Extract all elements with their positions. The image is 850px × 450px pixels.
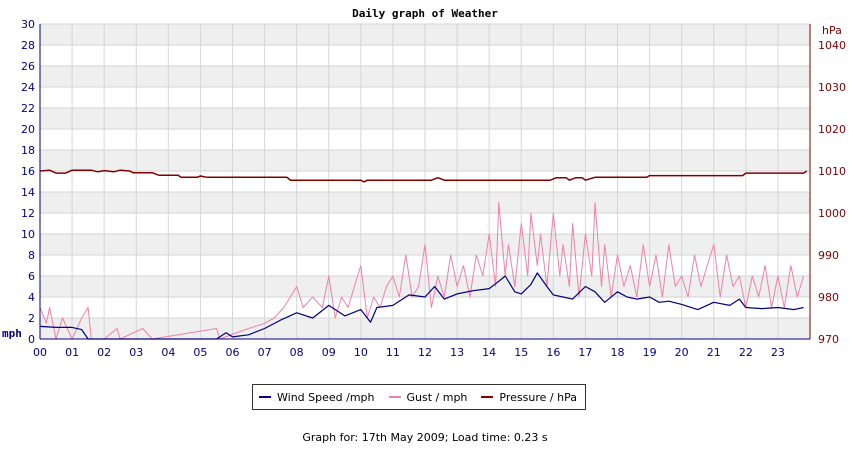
x-tick-label: 18 (611, 346, 625, 359)
x-tick-label: 01 (65, 346, 79, 359)
y-left-tick-label: 28 (21, 39, 35, 52)
y-right-tick-label: 1030 (818, 81, 846, 94)
chart-legend: Wind Speed /mph Gust / mph Pressure / hP… (252, 384, 586, 410)
y-left-tick-label: 10 (21, 228, 35, 241)
legend-label-wind-speed: Wind Speed /mph (277, 390, 375, 404)
y-left-tick-label: 20 (21, 123, 35, 136)
y-left-tick-label: 8 (28, 249, 35, 262)
legend-item-wind-speed: Wind Speed /mph (259, 391, 375, 404)
legend-label-gust: Gust / mph (406, 390, 468, 404)
footer-status: Graph for: 17th May 2009; Load time: 0.2… (302, 431, 548, 444)
series-line (39, 272, 804, 340)
x-tick-label: 10 (354, 346, 368, 359)
y-right-tick-label: 1040 (818, 39, 846, 52)
wind-speed-series (39, 272, 804, 340)
chart-title: Daily graph of Weather (352, 7, 498, 20)
y-left-tick-label: 16 (21, 165, 35, 178)
legend-item-gust: Gust / mph (388, 390, 468, 404)
x-tick-label: 19 (643, 346, 657, 359)
x-tick-label: 03 (129, 346, 143, 359)
x-tick-label: 17 (578, 346, 592, 359)
x-tick-label: 15 (514, 346, 528, 359)
y-left-tick-label: 14 (21, 186, 35, 199)
y-right-tick-label: 980 (818, 291, 839, 304)
x-tick-label: 22 (739, 346, 753, 359)
gust-series (39, 202, 805, 340)
y-axis-right-unit: hPa (822, 24, 842, 37)
y-left-tick-label: 30 (21, 18, 35, 31)
pressure-series (39, 169, 808, 183)
y-right-tick-label: 1020 (818, 123, 846, 136)
y-axis-left-unit: mph (2, 327, 22, 340)
x-tick-label: 16 (546, 346, 560, 359)
axes (39, 24, 811, 340)
series-line (39, 202, 805, 340)
y-left-tick-label: 6 (28, 270, 35, 283)
x-tick-label: 08 (290, 346, 304, 359)
x-tick-label: 00 (33, 346, 47, 359)
legend-label-pressure: Pressure / hPa (499, 390, 577, 404)
y-right-tick-label: 1010 (818, 165, 846, 178)
x-tick-label: 09 (322, 346, 336, 359)
y-left-tick-label: 2 (28, 312, 35, 325)
x-axis-ticks: 00 01 02 03 04 05 06 07 08 09 10 11 12 13 14 15 16 17 18 19… (33, 346, 785, 359)
y-left-tick-label: 12 (21, 207, 35, 220)
x-tick-label: 07 (258, 346, 272, 359)
y-right-tick-label: 1000 (818, 207, 846, 220)
y-left-tick-label: 22 (21, 102, 35, 115)
x-tick-label: 14 (482, 346, 496, 359)
x-tick-label: 13 (450, 346, 464, 359)
legend-swatch-wind-speed (259, 396, 271, 398)
x-tick-label: 20 (675, 346, 689, 359)
y-left-tick-label: 0 (28, 333, 35, 346)
y-axis-right-ticks: 970 980 990 1000 1010 1020 1030 1040 (818, 39, 846, 346)
x-tick-label: 23 (771, 346, 785, 359)
legend-swatch-gust (388, 396, 401, 398)
x-tick-label: 06 (226, 346, 240, 359)
x-tick-label: 05 (193, 346, 207, 359)
y-left-tick-label: 18 (21, 144, 35, 157)
x-tick-label: 21 (707, 346, 721, 359)
legend-item-pressure: Pressure / hPa (481, 391, 577, 404)
series-line (39, 169, 808, 183)
x-tick-label: 12 (418, 346, 432, 359)
y-left-tick-label: 26 (21, 60, 35, 73)
legend-swatch-pressure (481, 396, 494, 398)
y-left-tick-label: 4 (28, 291, 35, 304)
x-tick-label: 02 (97, 346, 111, 359)
y-left-tick-label: 24 (21, 81, 35, 94)
x-tick-label: 11 (386, 346, 400, 359)
x-tick-label: 04 (161, 346, 175, 359)
y-right-tick-label: 990 (818, 249, 839, 262)
y-right-tick-label: 970 (818, 333, 839, 346)
